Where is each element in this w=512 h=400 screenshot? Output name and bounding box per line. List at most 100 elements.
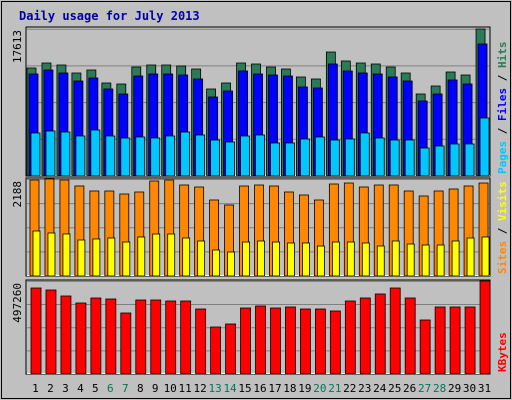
bar-kbytes-day-14	[225, 323, 236, 375]
bar-kbytes-day-20	[314, 308, 326, 375]
bar-pages-day-7	[120, 137, 131, 177]
bar-kbytes-day-31	[479, 280, 491, 375]
day-label: 24	[373, 382, 387, 395]
bar-visits-day-16	[257, 240, 265, 277]
bar-visits-day-23	[361, 242, 370, 277]
day-label: 23	[358, 382, 371, 395]
bar-visits-day-12	[197, 240, 206, 277]
bar-kbytes-day-11	[180, 300, 192, 375]
panel-max-label: 497260	[11, 283, 24, 323]
day-label: 4	[77, 382, 84, 395]
bar-visits-day-2	[47, 232, 56, 277]
bar-kbytes-day-8	[135, 299, 147, 375]
bar-kbytes-day-26	[404, 297, 416, 375]
bar-visits-day-6	[107, 237, 116, 277]
bar-pages-day-1	[30, 132, 41, 177]
bar-pages-day-31	[479, 117, 490, 177]
bar-kbytes-day-28	[434, 306, 446, 375]
bar-visits-day-15	[242, 241, 250, 277]
bar-kbytes-day-18	[285, 306, 296, 375]
bar-kbytes-day-25	[389, 287, 401, 375]
day-label: 12	[194, 382, 207, 395]
panel-max-label: 17613	[11, 30, 24, 63]
bar-kbytes-day-5	[90, 297, 102, 375]
bar-visits-day-18	[287, 242, 295, 277]
panel-legend: Sites / Visits	[496, 181, 509, 274]
day-label: 1	[32, 382, 39, 395]
day-label: 11	[179, 382, 192, 395]
bar-pages-day-24	[374, 137, 385, 177]
panel-sites-visits: 2188 Sites / Visits	[11, 177, 509, 277]
bar-pages-day-29	[449, 143, 460, 177]
bar-pages-day-19	[300, 138, 310, 177]
day-label: 27	[418, 382, 431, 395]
day-label: 8	[137, 382, 144, 395]
panel-pages-files-hits: 17613 Pages / Files / Hits	[11, 26, 509, 177]
day-label: 31	[478, 382, 491, 395]
bar-visits-day-19	[302, 242, 310, 277]
bar-pages-day-27	[419, 147, 430, 177]
bar-pages-day-17	[270, 142, 280, 177]
bar-pages-day-22	[344, 138, 355, 177]
bar-pages-day-2	[45, 130, 56, 177]
bar-pages-day-13	[210, 139, 221, 177]
bar-pages-day-3	[60, 131, 71, 177]
panel-legend: Pages / Files / Hits	[496, 42, 509, 175]
bar-kbytes-day-22	[344, 300, 356, 375]
legend-entry: KBytes	[496, 332, 509, 372]
bar-pages-day-26	[404, 139, 415, 177]
bar-pages-day-6	[105, 135, 116, 177]
bar-visits-day-10	[167, 233, 176, 277]
panel-legend: KBytes	[496, 332, 509, 372]
day-label: 21	[328, 382, 341, 395]
bar-kbytes-day-21	[329, 310, 341, 375]
day-label: 25	[388, 382, 401, 395]
bar-visits-day-20	[316, 245, 325, 277]
day-label: 6	[107, 382, 114, 395]
legend-entry: Files	[496, 88, 509, 121]
day-label: 3	[62, 382, 69, 395]
legend-entry: /	[496, 68, 509, 88]
bar-kbytes-day-1	[30, 287, 42, 375]
bar-visits-day-13	[212, 249, 221, 277]
bar-visits-day-1	[32, 230, 41, 277]
bar-kbytes-day-6	[105, 298, 117, 375]
legend-entry: Sites	[496, 241, 509, 274]
bar-pages-day-16	[255, 134, 265, 177]
bar-kbytes-day-19	[300, 308, 311, 375]
day-label: 9	[152, 382, 159, 395]
day-label: 28	[433, 382, 446, 395]
bar-pages-day-21	[329, 139, 340, 177]
bar-pages-day-15	[240, 135, 250, 177]
legend-entry: Pages	[496, 141, 509, 174]
day-label: 15	[238, 382, 251, 395]
bar-visits-day-11	[182, 237, 191, 277]
panel-kbytes: 497260 KBytes	[11, 279, 509, 375]
day-label: 13	[208, 382, 221, 395]
bar-pages-day-11	[180, 131, 191, 177]
day-label: 2	[47, 382, 54, 395]
bar-visits-day-5	[92, 238, 101, 277]
bar-pages-day-8	[135, 136, 146, 177]
bar-visits-day-3	[62, 233, 71, 277]
bar-pages-day-12	[195, 134, 206, 177]
bar-visits-day-26	[406, 243, 415, 277]
bar-visits-day-24	[376, 245, 385, 277]
day-label: 26	[403, 382, 416, 395]
bar-pages-day-20	[314, 136, 325, 177]
bar-pages-day-14	[225, 141, 235, 177]
bar-kbytes-day-17	[270, 307, 281, 375]
bar-kbytes-day-16	[255, 305, 266, 375]
day-label: 10	[164, 382, 177, 395]
bar-pages-day-25	[389, 139, 400, 177]
chart-title: Daily usage for July 2013	[19, 9, 200, 23]
bar-pages-day-23	[359, 132, 370, 177]
legend-entry: /	[496, 221, 509, 241]
bar-pages-day-10	[165, 135, 176, 177]
bar-visits-day-7	[122, 241, 131, 277]
day-label: 19	[298, 382, 311, 395]
bar-kbytes-day-4	[75, 302, 87, 375]
bar-kbytes-day-7	[120, 312, 132, 375]
